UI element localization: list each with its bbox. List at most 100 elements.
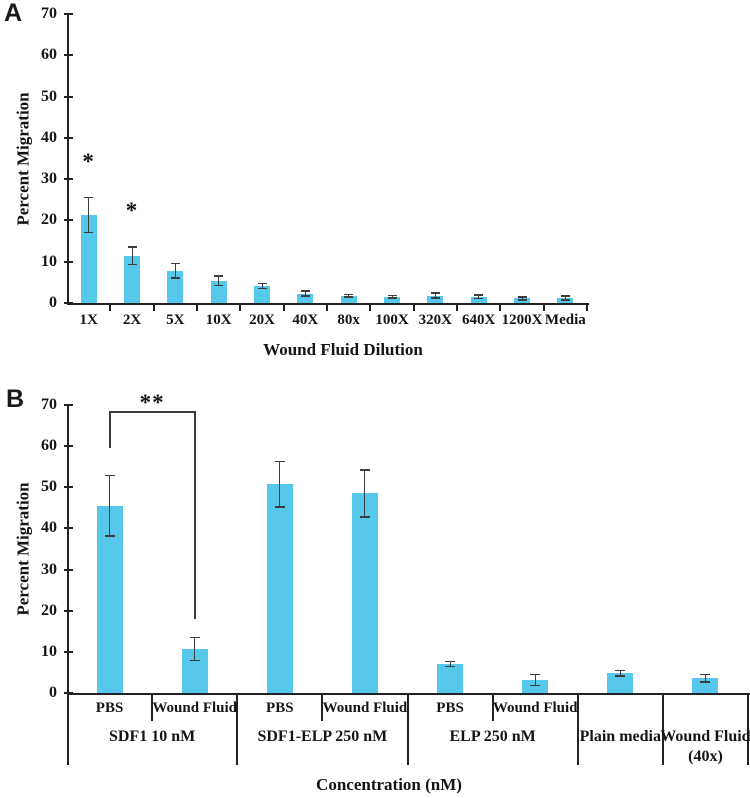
error-bar-cap-wound-fluid-40x-bar: [700, 673, 711, 676]
y-axis-tick-b: [64, 650, 73, 653]
category-label-100x: 100X: [375, 312, 409, 328]
error-bar-line-100x: [391, 294, 393, 299]
error-bar-cap-80x: [344, 293, 354, 295]
y-axis-tick-b: [64, 486, 73, 489]
error-bar-cap-10x: [214, 275, 224, 277]
y-tick-label-b: 50: [41, 478, 57, 496]
bar-sdf1-10-nm-pbs: [96, 505, 123, 693]
y-tick-label-a: 40: [41, 128, 57, 146]
y-tick-label-a: 50: [41, 87, 57, 105]
x-axis-tick-a: [196, 305, 198, 311]
error-bar-line-elp-250-nm-pbs: [449, 660, 451, 668]
group-label-wound-fluid-40x: Wound Fluid: [660, 728, 750, 745]
error-bar-cap-sdf1-elp-250-nm-wound-fluid: [359, 516, 370, 518]
y-tick-label-a: 30: [41, 170, 57, 188]
y-tick-label-b: 20: [41, 601, 57, 619]
y-tick-label-b: 70: [41, 396, 57, 413]
chart-a-x-axis-title: Wound Fluid Dilution: [263, 340, 423, 359]
group-divider-b: [576, 695, 579, 765]
error-bar-cap-sdf1-10-nm-pbs: [104, 535, 115, 537]
significance-bracket-top: [108, 410, 196, 413]
error-bar-cap-sdf1-10-nm-wound-fluid: [189, 636, 200, 639]
group-divider-b: [67, 695, 69, 765]
error-bar-cap-sdf1-elp-250-nm-wound-fluid: [359, 469, 370, 471]
panel-a-letter: A: [4, 0, 23, 27]
condition-divider-b: [491, 695, 494, 721]
bar-plain-media-bar: [607, 673, 634, 693]
y-tick-label-b: 60: [41, 437, 57, 455]
bar-640x: [470, 296, 487, 303]
error-bar-line-elp-250-nm-wound-fluid: [534, 673, 536, 686]
error-bar-cap-640x: [474, 297, 484, 300]
x-axis-tick-a: [586, 305, 588, 311]
x-axis-line-b: [67, 693, 750, 695]
error-bar-cap-1x: [84, 196, 94, 199]
y-axis-line-a: [67, 14, 69, 305]
error-bar-line-2x: [131, 246, 133, 265]
x-axis-tick-a: [152, 305, 155, 311]
condition-label-sdf1-elp-250-nm-wound-fluid: Wound Fluid: [322, 700, 408, 716]
error-bar-cap-40x: [300, 295, 310, 297]
error-bar-line-40x: [304, 290, 306, 297]
condition-label-sdf1-10-nm-wound-fluid: Wound Fluid: [152, 700, 238, 716]
bar-sdf1-elp-250-nm-wound-fluid: [351, 493, 378, 693]
error-bar-cap-sdf1-elp-250-nm-pbs: [274, 460, 285, 463]
bar-320x: [427, 295, 444, 303]
x-axis-tick-a: [499, 305, 502, 311]
category-label-80x: 80x: [337, 312, 360, 328]
y-axis-tick-a: [64, 219, 73, 222]
error-bar-cap-2x: [127, 246, 137, 248]
y-tick-label-b: 40: [41, 519, 57, 537]
group-divider-b: [236, 695, 239, 765]
y-axis-tick-a: [64, 178, 73, 181]
error-bar-cap-20x: [257, 282, 267, 285]
error-bar-cap-40x: [300, 290, 310, 292]
error-bar-line-media: [564, 295, 566, 301]
y-axis-tick-b: [64, 445, 73, 448]
x-axis-tick-a: [542, 305, 545, 311]
bar-20x: [254, 286, 270, 303]
error-bar-cap-1x: [84, 231, 94, 234]
error-bar-cap-wound-fluid-40x-bar: [700, 681, 711, 683]
x-axis-tick-a: [109, 305, 112, 311]
error-bar-cap-1200x: [517, 299, 527, 301]
condition-label-elp-250-nm-pbs: PBS: [436, 700, 464, 716]
error-bar-line-1200x: [521, 296, 523, 301]
bar-elp-250-nm-wound-fluid: [522, 679, 549, 693]
bar-sdf1-elp-250-nm-pbs: [266, 484, 293, 693]
bar-1200x: [514, 298, 530, 303]
error-bar-cap-elp-250-nm-pbs: [445, 660, 456, 663]
x-axis-tick-a: [282, 305, 285, 311]
error-bar-cap-1200x: [517, 296, 527, 298]
y-axis-tick-b: [64, 568, 73, 571]
group-divider-b: [661, 695, 664, 765]
bar-40x: [297, 293, 314, 303]
y-axis-tick-b: [64, 527, 73, 530]
error-bar-line-640x: [478, 294, 480, 300]
error-bar-line-10x: [218, 275, 220, 287]
x-axis-line-a: [67, 303, 589, 305]
y-tick-label-a: 10: [41, 252, 57, 270]
condition-divider-b: [151, 695, 154, 721]
y-axis-tick-a: [64, 302, 73, 304]
bar-100x: [384, 296, 400, 303]
y-tick-label-a: 20: [41, 211, 57, 229]
category-label-1x: 1X: [79, 312, 98, 328]
category-label-5x: 5X: [166, 312, 185, 328]
error-bar-line-sdf1-10-nm-wound-fluid: [194, 636, 196, 662]
category-label-2x: 2X: [122, 312, 142, 328]
bar-1x: [80, 215, 97, 303]
significance-bracket-left: [108, 410, 111, 449]
error-bar-cap-plain-media-bar: [615, 669, 626, 672]
category-label-10x: 10X: [205, 312, 232, 328]
x-axis-tick-a: [456, 305, 458, 311]
category-label-320x: 320X: [418, 312, 452, 328]
group-label-elp-250-nm: ELP 250 nM: [449, 728, 536, 745]
y-axis-tick-b: [64, 692, 73, 694]
y-axis-tick-a: [64, 13, 73, 15]
bar-10x: [210, 280, 227, 303]
group-label-wound-fluid-40x: (40x): [688, 748, 723, 765]
error-bar-line-5x: [174, 262, 176, 279]
error-bar-line-320x: [434, 292, 436, 299]
